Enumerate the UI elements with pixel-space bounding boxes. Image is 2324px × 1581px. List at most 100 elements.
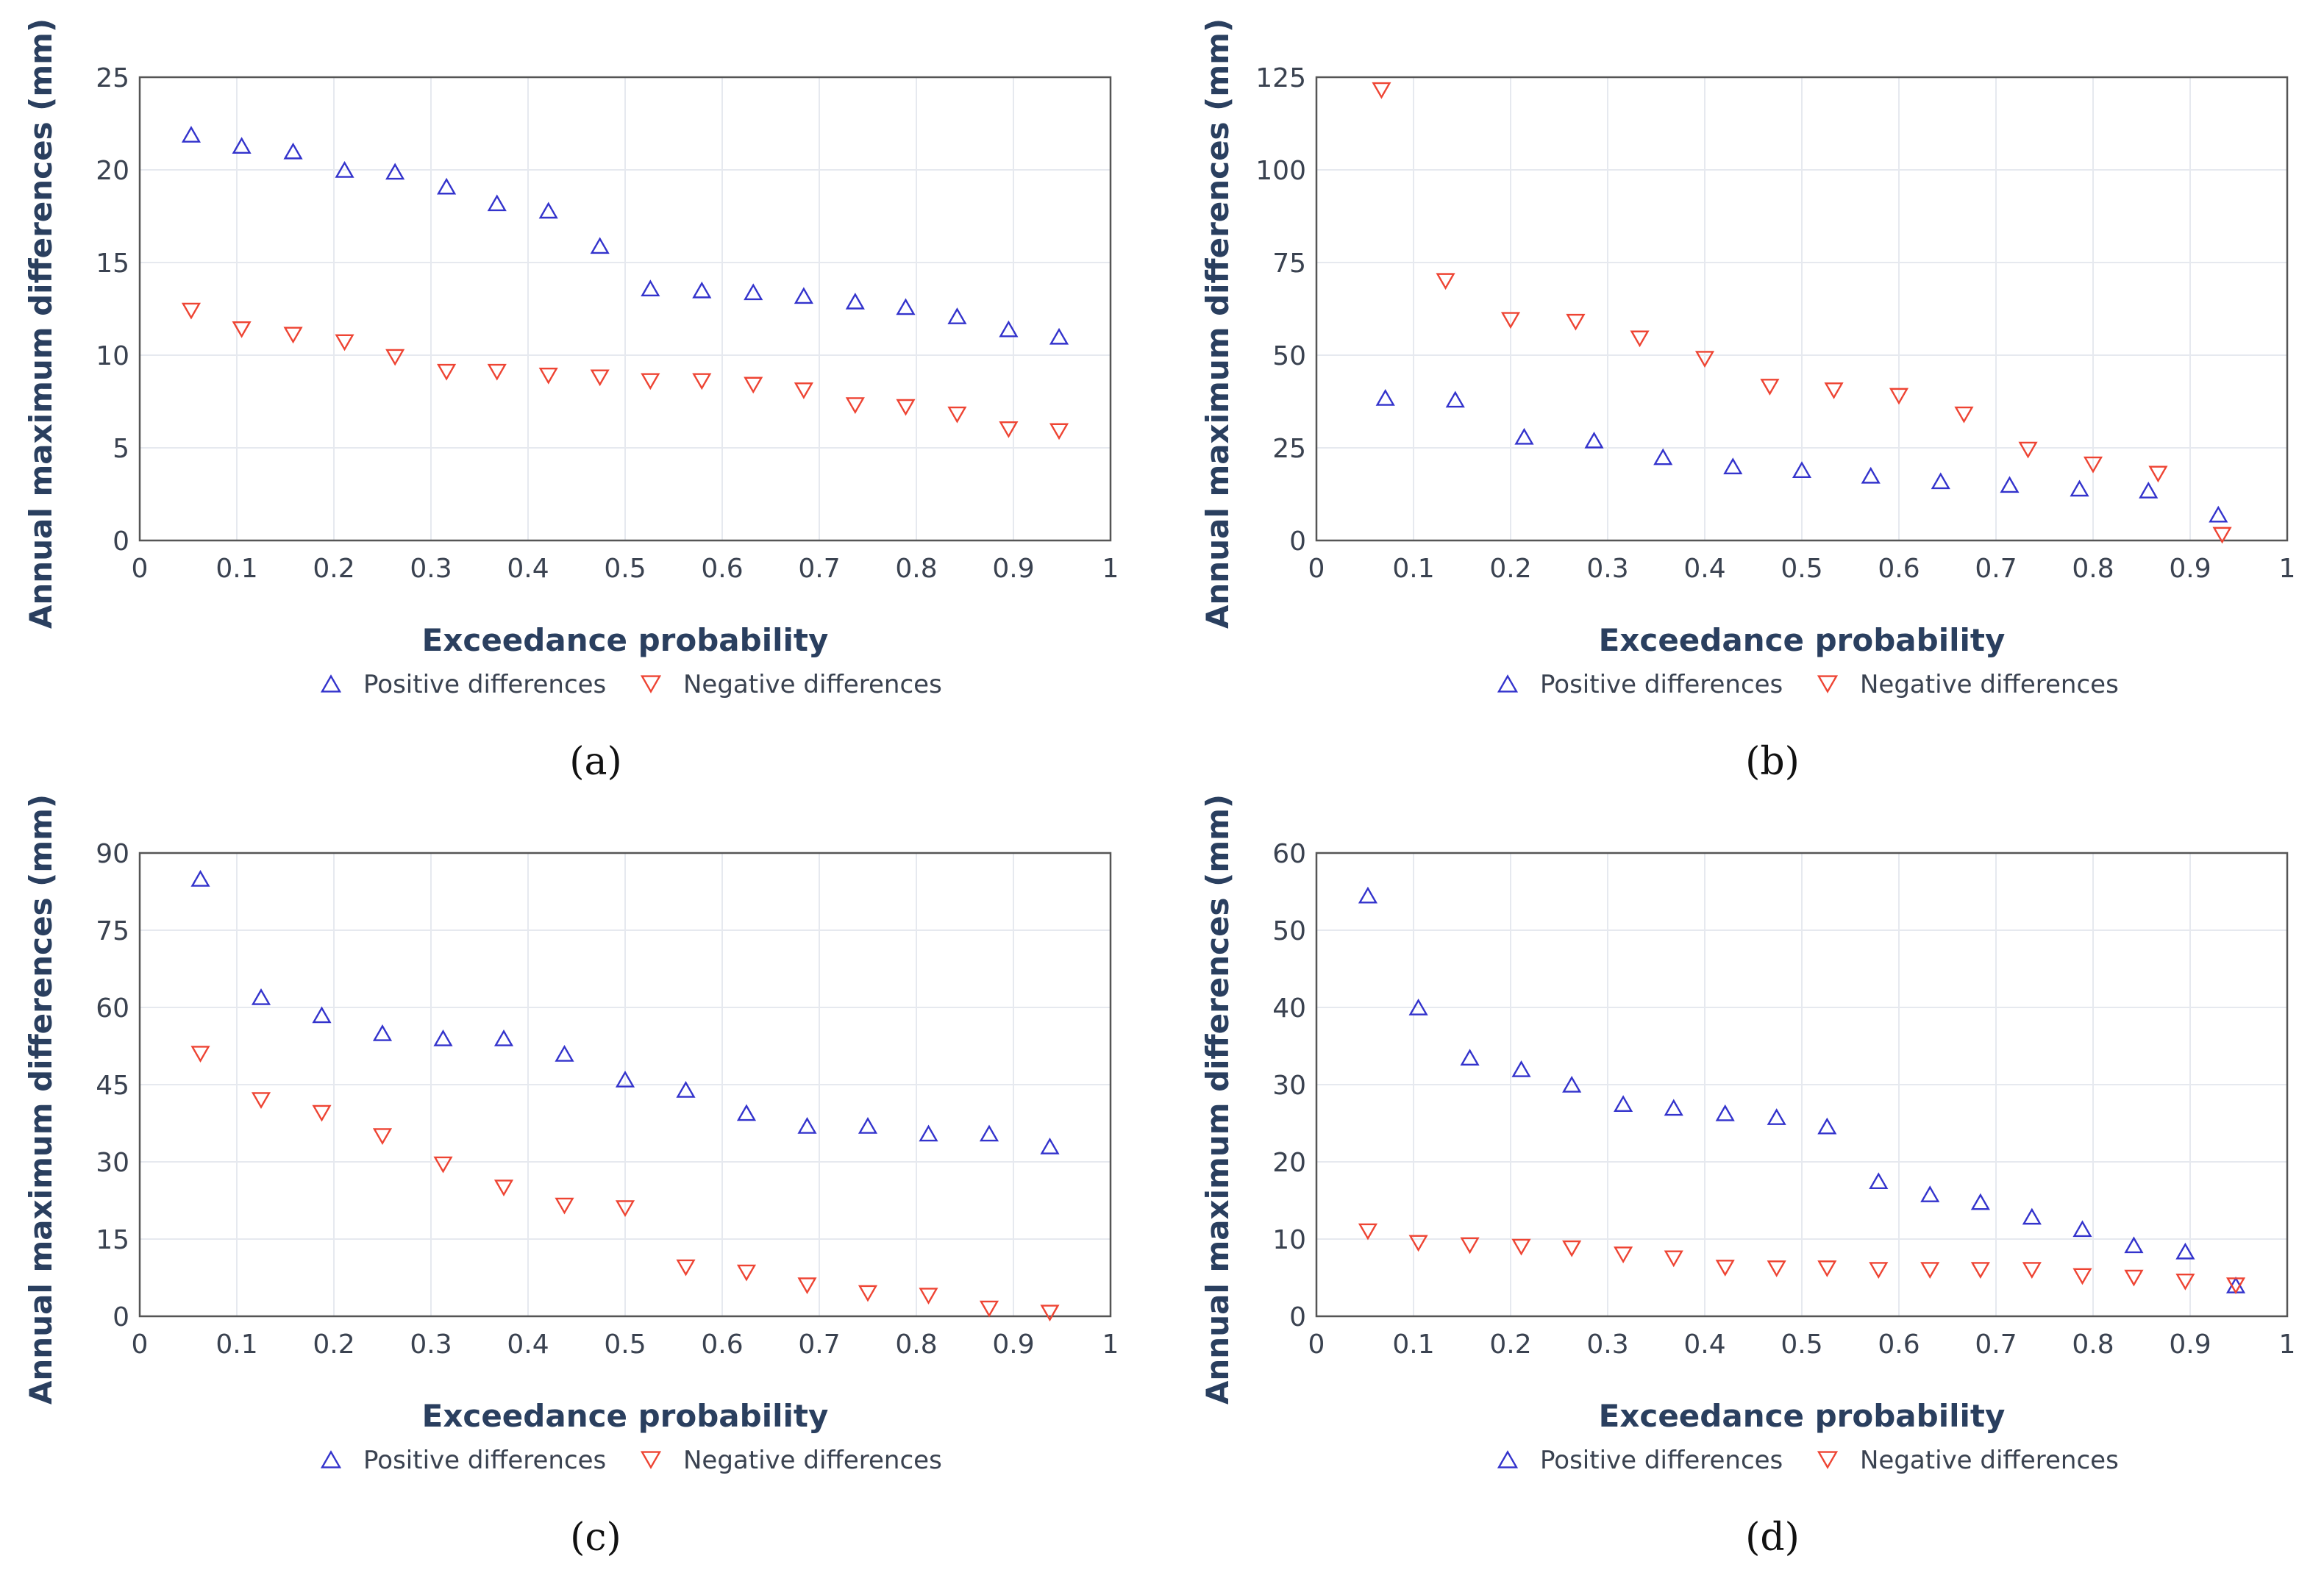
positive-difference-point <box>190 870 210 887</box>
x-tick-label: 0.3 <box>410 1330 452 1360</box>
x-tick-label: 0.8 <box>895 1330 937 1360</box>
positive-difference-point <box>283 142 303 160</box>
legend-negative-label: Negative differences <box>1860 670 2119 699</box>
negative-difference-point <box>590 369 610 387</box>
x-tick-label: 0.3 <box>410 554 452 584</box>
x-tick-label: 0.2 <box>313 554 354 584</box>
legend-negative-marker <box>640 675 662 693</box>
y-axis-title: Annual maximum differences (mm) <box>23 794 59 1405</box>
positive-difference-point <box>2209 505 2228 523</box>
y-tick-label: 30 <box>96 1148 129 1178</box>
y-tick-label: 75 <box>1272 249 1306 279</box>
x-tick-label: 0.2 <box>1489 554 1531 584</box>
y-tick-label: 15 <box>96 1225 129 1255</box>
negative-difference-point <box>2072 1268 2092 1285</box>
negative-difference-point <box>1049 423 1069 440</box>
x-tick-label: 1 <box>1102 554 1119 584</box>
positive-difference-point <box>947 307 967 324</box>
x-tick-label: 0.6 <box>1878 554 1920 584</box>
positive-difference-point <box>1460 1049 1480 1066</box>
positive-difference-point <box>744 283 763 301</box>
positive-difference-point <box>736 1104 757 1121</box>
legend-negative-label: Negative differences <box>683 670 942 699</box>
plot-frame <box>138 852 1112 1318</box>
positive-difference-point <box>1869 1172 1889 1190</box>
negative-difference-point <box>615 1200 635 1217</box>
y-tick-label: 0 <box>113 527 129 557</box>
negative-difference-point <box>283 326 303 344</box>
positive-difference-point <box>312 1006 332 1024</box>
negative-difference-point <box>979 1300 999 1318</box>
positive-difference-point <box>1664 1099 1683 1116</box>
positive-difference-point <box>641 279 660 297</box>
negative-difference-point <box>1566 313 1586 331</box>
positive-difference-point <box>433 1029 453 1046</box>
plot-frame <box>138 76 1112 542</box>
negative-difference-point <box>2018 441 2038 459</box>
y-tick-label: 125 <box>1255 63 1306 93</box>
y-tick-label: 0 <box>1289 527 1306 557</box>
positive-difference-point <box>335 161 354 178</box>
negative-difference-point <box>1817 1260 1837 1277</box>
positive-difference-point <box>979 1124 999 1142</box>
positive-difference-point <box>1723 457 1743 474</box>
y-tick-label: 75 <box>96 916 129 946</box>
positive-difference-point <box>919 1124 938 1142</box>
positive-difference-point <box>385 163 405 180</box>
negative-difference-point <box>1436 273 1455 290</box>
legend-positive-marker <box>1497 674 1519 693</box>
legend-negative-label: Negative differences <box>683 1446 942 1475</box>
positive-difference-point <box>1584 431 1604 449</box>
x-axis-title: Exceedance probability <box>1599 1398 2006 1434</box>
x-tick-label: 0.9 <box>992 1330 1034 1360</box>
negative-difference-point <box>676 1259 696 1277</box>
positive-difference-point <box>676 1081 696 1098</box>
y-tick-label: 20 <box>1272 1148 1306 1178</box>
negative-difference-point <box>2225 1277 2246 1294</box>
y-tick-label: 25 <box>96 63 129 93</box>
negative-difference-point <box>1372 82 1391 99</box>
positive-difference-point <box>1408 999 1428 1016</box>
x-tick-label: 0.5 <box>604 554 646 584</box>
negative-difference-point <box>919 1288 938 1305</box>
negative-difference-point <box>1767 1260 1786 1277</box>
y-axis-title: Annual maximum differences (mm) <box>1200 18 1236 629</box>
x-tick-label: 1 <box>2279 1330 2296 1360</box>
negative-difference-point <box>493 1179 514 1196</box>
negative-difference-point <box>1630 330 1650 348</box>
y-tick-label: 100 <box>1255 156 1306 186</box>
y-tick-label: 5 <box>113 434 129 464</box>
y-tick-label: 30 <box>1272 1071 1306 1101</box>
positive-difference-point <box>1792 461 1812 479</box>
positive-difference-point <box>794 287 813 304</box>
negative-difference-point <box>2022 1262 2042 1279</box>
negative-difference-point <box>372 1128 393 1145</box>
x-tick-label: 1 <box>1102 1330 1119 1360</box>
x-tick-label: 0.2 <box>313 1330 354 1360</box>
negative-difference-point <box>190 1046 210 1063</box>
negative-difference-point <box>858 1285 878 1302</box>
negative-difference-point <box>232 321 252 338</box>
legend-negative-marker <box>1817 1451 1839 1469</box>
negative-difference-point <box>1358 1223 1378 1241</box>
positive-difference-point <box>615 1071 635 1088</box>
positive-difference-point <box>1445 390 1465 408</box>
x-tick-label: 0.1 <box>1392 554 1434 584</box>
positive-difference-point <box>2225 1277 2246 1293</box>
legend-negative-label: Negative differences <box>1860 1446 2119 1475</box>
legend-positive-marker <box>320 1450 342 1468</box>
negative-difference-point <box>692 373 712 390</box>
positive-difference-point <box>845 292 865 310</box>
panel-label: (d) <box>1745 1516 1800 1560</box>
positive-difference-point <box>1040 1138 1060 1154</box>
positive-difference-point <box>1375 388 1395 406</box>
positive-difference-point <box>2139 481 2159 499</box>
positive-difference-point <box>1514 427 1534 445</box>
positive-difference-point <box>797 1117 817 1134</box>
x-tick-label: 0.4 <box>507 1330 549 1360</box>
y-tick-label: 0 <box>1289 1302 1306 1332</box>
panel-label: (b) <box>1745 740 1800 784</box>
x-tick-label: 0.3 <box>1586 554 1628 584</box>
negative-difference-point <box>2083 456 2103 474</box>
legend-positive-marker <box>1497 1450 1519 1468</box>
